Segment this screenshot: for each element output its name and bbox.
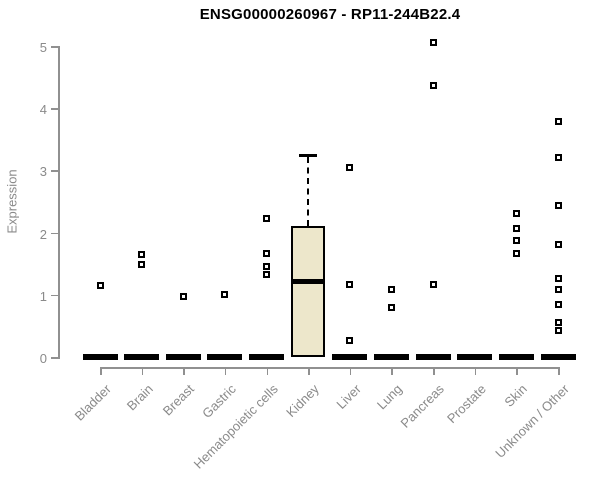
median-line-zero [165,354,201,360]
chart-title: ENSG00000260967 - RP11-244B22.4 [199,6,461,23]
box [291,225,326,357]
outlier-point [346,337,354,345]
outlier-point [263,249,271,257]
median-line-zero [415,354,451,360]
median-line-zero [540,354,576,360]
x-axis-line [100,367,560,369]
x-axis-tick [516,367,518,375]
y-axis-tick [51,46,59,48]
median-line-zero [373,354,409,360]
y-axis-tick [51,170,59,172]
outlier-point [138,261,146,269]
outlier-point [429,38,437,46]
y-axis-label: Expression [4,169,20,234]
median-line-zero [332,354,368,360]
y-axis-tick [51,294,59,297]
y-tick-label: 0 [39,351,47,366]
median-line-zero [124,354,160,360]
median-line-zero [457,354,493,360]
y-axis-line [58,46,60,359]
outlier-point [554,274,562,282]
x-axis-tick [141,367,144,375]
outlier-point [512,225,520,233]
x-axis-tick [391,367,393,375]
outlier-point [221,291,229,299]
outlier-point [554,301,562,309]
whisker-cap [299,154,318,158]
outlier-point [138,250,146,258]
outlier-point [554,286,562,294]
y-tick-label: 5 [39,40,47,55]
x-axis-tick [558,367,560,375]
outlier-point [429,281,437,289]
outlier-point [554,153,562,161]
outlier-point [554,240,562,248]
outlier-point [512,250,520,258]
median-line-zero [207,354,243,360]
y-tick-label: 3 [39,164,47,180]
median-line-zero [249,354,285,360]
median-line-zero [498,354,534,360]
outlier-point [96,281,104,289]
outlier-point [512,209,520,217]
outlier-point [554,319,562,327]
outlier-point [346,281,354,289]
x-axis-tick [308,367,310,375]
x-axis-tick [349,367,352,375]
outlier-point [263,262,271,270]
x-axis-tick [474,367,477,375]
outlier-point [387,285,395,293]
y-axis-tick [51,357,59,359]
outlier-point [554,201,562,209]
whisker-line [307,157,310,226]
outlier-point [429,82,437,90]
outlier-point [263,215,271,223]
y-tick-label: 2 [39,226,47,242]
outlier-point [346,164,354,172]
median-line-zero [82,354,118,360]
y-axis-tick [51,108,59,110]
outlier-point [512,236,520,244]
y-axis-tick [51,232,59,235]
x-axis-tick [224,367,227,375]
x-axis-tick [100,367,102,375]
outlier-point [554,117,562,125]
outlier-point [554,326,562,334]
x-axis-tick [183,367,185,375]
y-tick-label: 1 [39,288,47,304]
outlier-point [179,292,187,300]
outlier-point [263,271,271,279]
median-line [291,278,326,285]
y-tick-label: 4 [39,102,47,118]
outlier-point [387,303,395,311]
x-axis-tick [433,367,435,375]
x-axis-tick [266,367,269,375]
